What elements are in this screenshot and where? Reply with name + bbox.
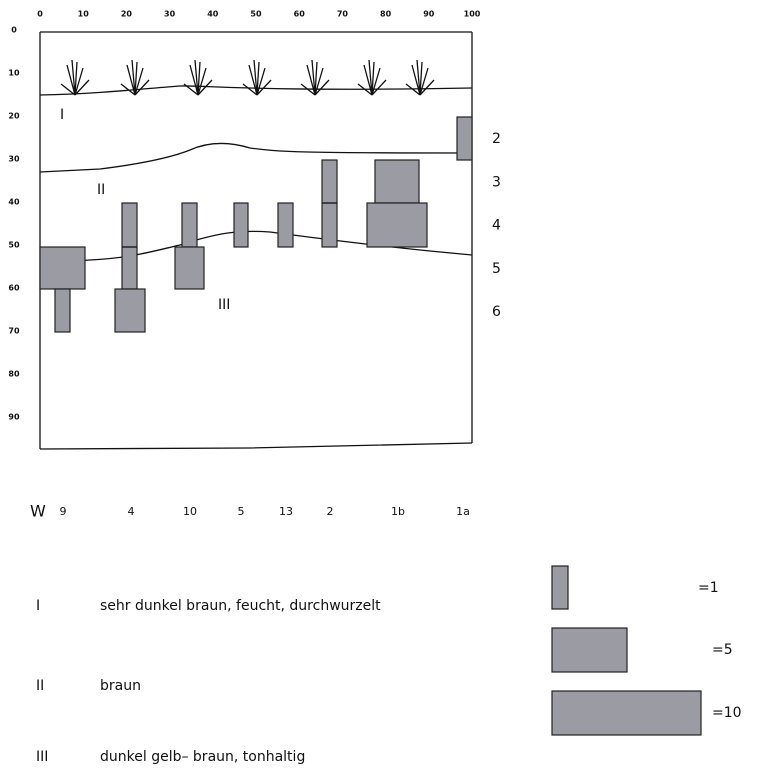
sample-label: 9 [60,505,67,518]
left-tick-label: 40 [8,198,20,207]
sample-label: 1b [391,505,405,518]
top-tick-label: 50 [250,10,262,19]
right-label: 3 [492,174,501,190]
legend-bars [551,565,702,736]
left-tick-label: 0 [11,26,17,35]
sample-label: 2 [327,505,334,518]
sample-label: 1a [456,505,470,518]
left-tick-label: 80 [8,370,20,379]
left-tick-label: 20 [8,112,20,121]
legend-label: =1 [698,580,719,596]
description-text: braun [100,678,141,694]
top-tick-label: 40 [207,10,219,19]
plant [357,59,387,96]
top-tick-label: 80 [380,10,392,19]
right-label: 6 [492,304,501,320]
frame [39,31,473,450]
right-label: 2 [492,131,501,147]
description-text: dunkel gelb– braun, tonhaltig [100,749,305,765]
left-tick-label: 60 [8,284,20,293]
left-tick-label: 10 [8,69,20,78]
left-tick-label: 50 [8,241,20,250]
description-text: sehr dunkel braun, feucht, durchwurzelt [100,598,381,614]
horizon-label: III [218,297,230,313]
top-tick-label: 70 [337,10,349,19]
top-tick-label: 0 [37,10,43,19]
plant [60,59,90,96]
top-tick-label: 30 [164,10,176,19]
plant [242,59,272,96]
top-tick-label: 100 [464,10,481,19]
plant [183,59,213,96]
sample-bars [39,116,473,333]
left-tick-label: 90 [8,413,20,422]
right-label: 5 [492,261,501,277]
plant [300,59,330,96]
plant-icons [60,59,435,96]
plant [120,59,150,96]
sample-label: 10 [183,505,197,518]
plant [405,59,435,96]
legend-label: =5 [712,642,733,658]
w-label: W [30,502,46,521]
top-tick-label: 60 [294,10,306,19]
sample-label: 4 [128,505,135,518]
right-label: 4 [492,218,501,234]
sample-label: 13 [279,505,293,518]
description-symbol: II [36,678,44,694]
top-tick-label: 20 [121,10,133,19]
horizon-label: I [60,107,64,123]
legend-label: =10 [712,705,742,721]
left-tick-label: 30 [8,155,20,164]
description-symbol: I [36,598,40,614]
top-tick-label: 90 [423,10,435,19]
description-symbol: III [36,749,48,765]
top-tick-label: 10 [78,10,90,19]
horizon-label: II [97,182,105,198]
sample-label: 5 [238,505,245,518]
left-tick-label: 70 [8,327,20,336]
